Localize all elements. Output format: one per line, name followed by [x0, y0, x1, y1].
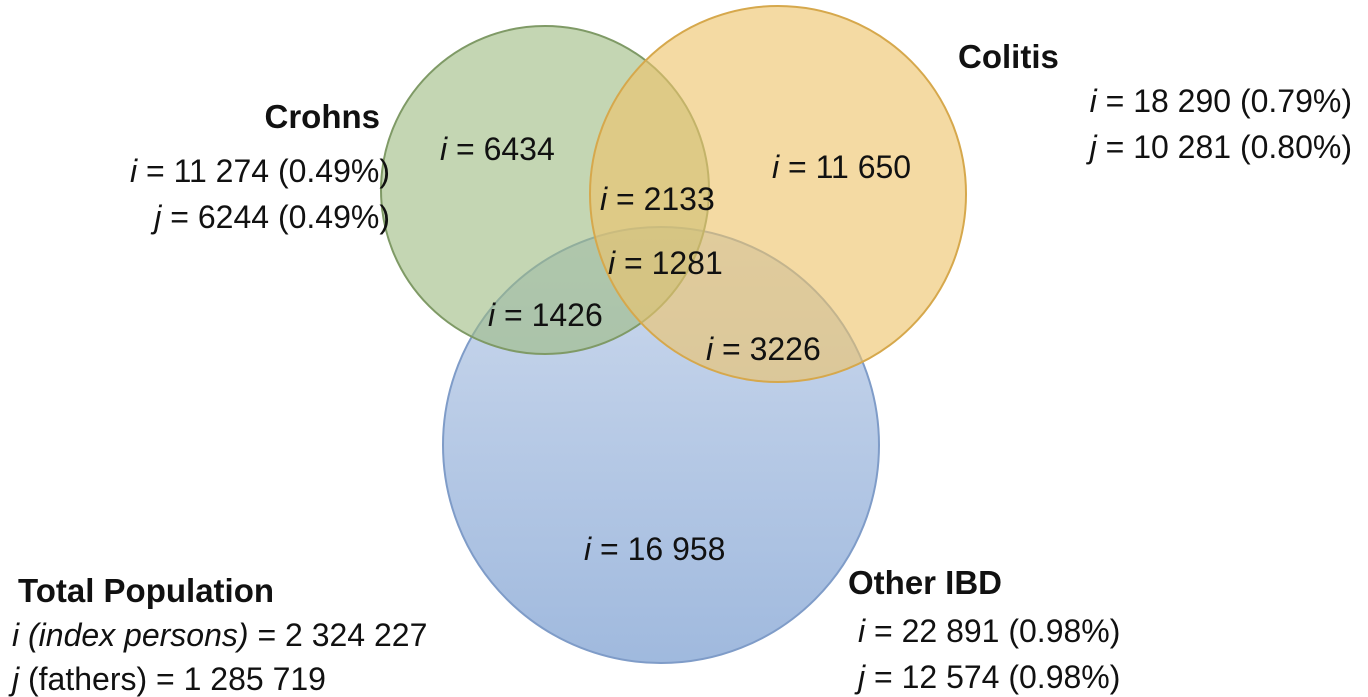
stat: = 10 281 (0.80%): [1097, 129, 1352, 165]
region-label: i = 2133: [600, 181, 715, 217]
var: i: [130, 153, 138, 189]
stat: (fathers) = 1 285 719: [19, 661, 326, 697]
set-stat: j = 6244 (0.49%): [150, 199, 390, 235]
stat: = 12 574 (0.98%): [865, 659, 1120, 695]
count: = 1426: [495, 297, 603, 333]
colitis-circle: [589, 5, 967, 383]
var: i: [858, 613, 866, 649]
set-stat: i = 18 290 (0.79%): [1090, 83, 1352, 119]
set-stat: i = 11 274 (0.49%): [130, 153, 390, 189]
count: = 11 650: [779, 149, 911, 185]
var: i: [706, 331, 714, 367]
total-title: Total Population: [18, 572, 274, 609]
set-stat: i = 22 891 (0.98%): [858, 613, 1120, 649]
var: i: [608, 245, 616, 281]
stat: = 6244 (0.49%): [161, 199, 390, 235]
region-label: i = 6434: [440, 131, 555, 167]
count: = 6434: [447, 131, 555, 167]
var: i: [584, 531, 592, 567]
set-stat: j = 10 281 (0.80%): [1086, 129, 1352, 165]
count: = 1281: [615, 245, 723, 281]
count: = 3226: [713, 331, 821, 367]
stat: = 2 324 227: [249, 617, 428, 653]
var: i: [1090, 83, 1098, 119]
region-label: i = 3226: [706, 331, 821, 367]
count: = 2133: [607, 181, 715, 217]
var: i: [600, 181, 608, 217]
stat: = 11 274 (0.49%): [137, 153, 390, 189]
var: i: [488, 297, 496, 333]
count: = 16 958: [591, 531, 725, 567]
set-name: Crohns: [265, 98, 381, 135]
var: i: [440, 131, 448, 167]
region-label: i = 1281: [608, 245, 723, 281]
set-name: Other IBD: [848, 564, 1002, 601]
var: i: [772, 149, 780, 185]
stat: = 18 290 (0.79%): [1097, 83, 1352, 119]
region-label: i = 1426: [488, 297, 603, 333]
total-stat: j (fathers) = 1 285 719: [8, 661, 326, 697]
var: i (index persons): [12, 617, 249, 653]
stat: = 22 891 (0.98%): [865, 613, 1120, 649]
region-label: i = 11 650: [772, 149, 911, 185]
set-stat: j = 12 574 (0.98%): [854, 659, 1120, 695]
total-stat: i (index persons) = 2 324 227: [12, 617, 427, 653]
set-name: Colitis: [958, 38, 1059, 75]
region-label: i = 16 958: [584, 531, 725, 567]
